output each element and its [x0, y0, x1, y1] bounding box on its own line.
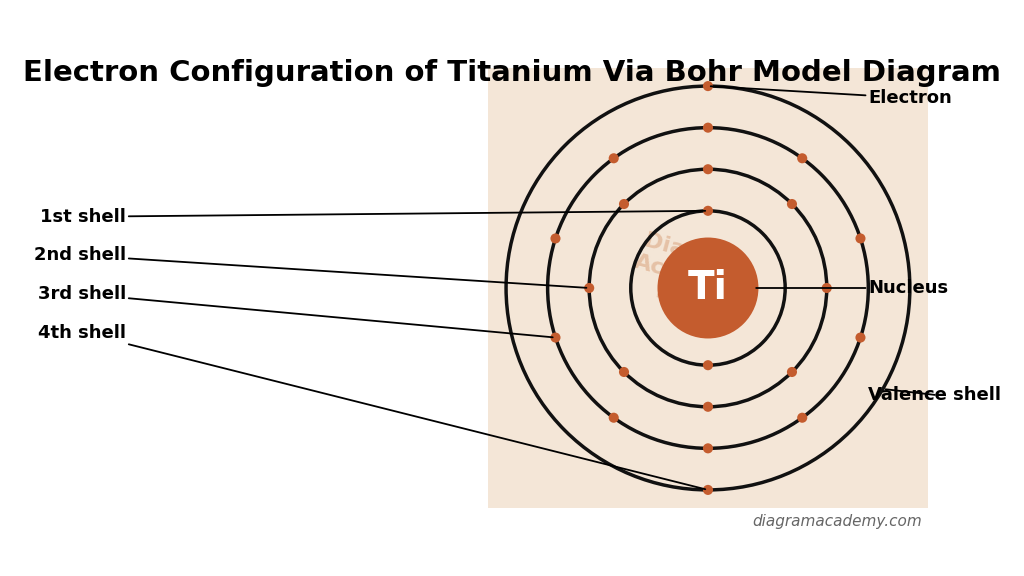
Circle shape — [702, 485, 713, 495]
Circle shape — [618, 199, 629, 209]
Circle shape — [702, 360, 713, 370]
Circle shape — [702, 81, 713, 91]
Circle shape — [797, 153, 807, 164]
Text: Diagram
Academy
.com: Diagram Academy .com — [627, 229, 754, 323]
Circle shape — [797, 412, 807, 423]
Circle shape — [821, 283, 831, 293]
Circle shape — [551, 332, 560, 343]
Text: Nucleus: Nucleus — [756, 279, 948, 297]
Text: Electron: Electron — [711, 86, 952, 107]
Circle shape — [657, 237, 759, 339]
Text: Valence shell: Valence shell — [868, 386, 1001, 404]
Circle shape — [608, 412, 618, 423]
Circle shape — [702, 401, 713, 412]
Circle shape — [618, 367, 629, 377]
Text: 4th shell: 4th shell — [38, 324, 706, 489]
Text: Ti: Ti — [688, 269, 728, 307]
Text: 1st shell: 1st shell — [40, 208, 706, 226]
Circle shape — [702, 123, 713, 132]
Circle shape — [702, 444, 713, 453]
Circle shape — [786, 199, 797, 209]
Text: 3rd shell: 3rd shell — [38, 285, 553, 338]
Circle shape — [855, 233, 865, 244]
Circle shape — [786, 367, 797, 377]
Text: Electron Configuration of Titanium Via Bohr Model Diagram: Electron Configuration of Titanium Via B… — [24, 59, 1000, 86]
Circle shape — [855, 332, 865, 343]
Circle shape — [608, 153, 618, 164]
Text: 2nd shell: 2nd shell — [34, 247, 587, 288]
Circle shape — [702, 164, 713, 175]
FancyBboxPatch shape — [488, 69, 928, 507]
Circle shape — [551, 233, 560, 244]
Text: diagramacademy.com: diagramacademy.com — [752, 514, 922, 529]
Circle shape — [702, 206, 713, 216]
Circle shape — [584, 283, 594, 293]
